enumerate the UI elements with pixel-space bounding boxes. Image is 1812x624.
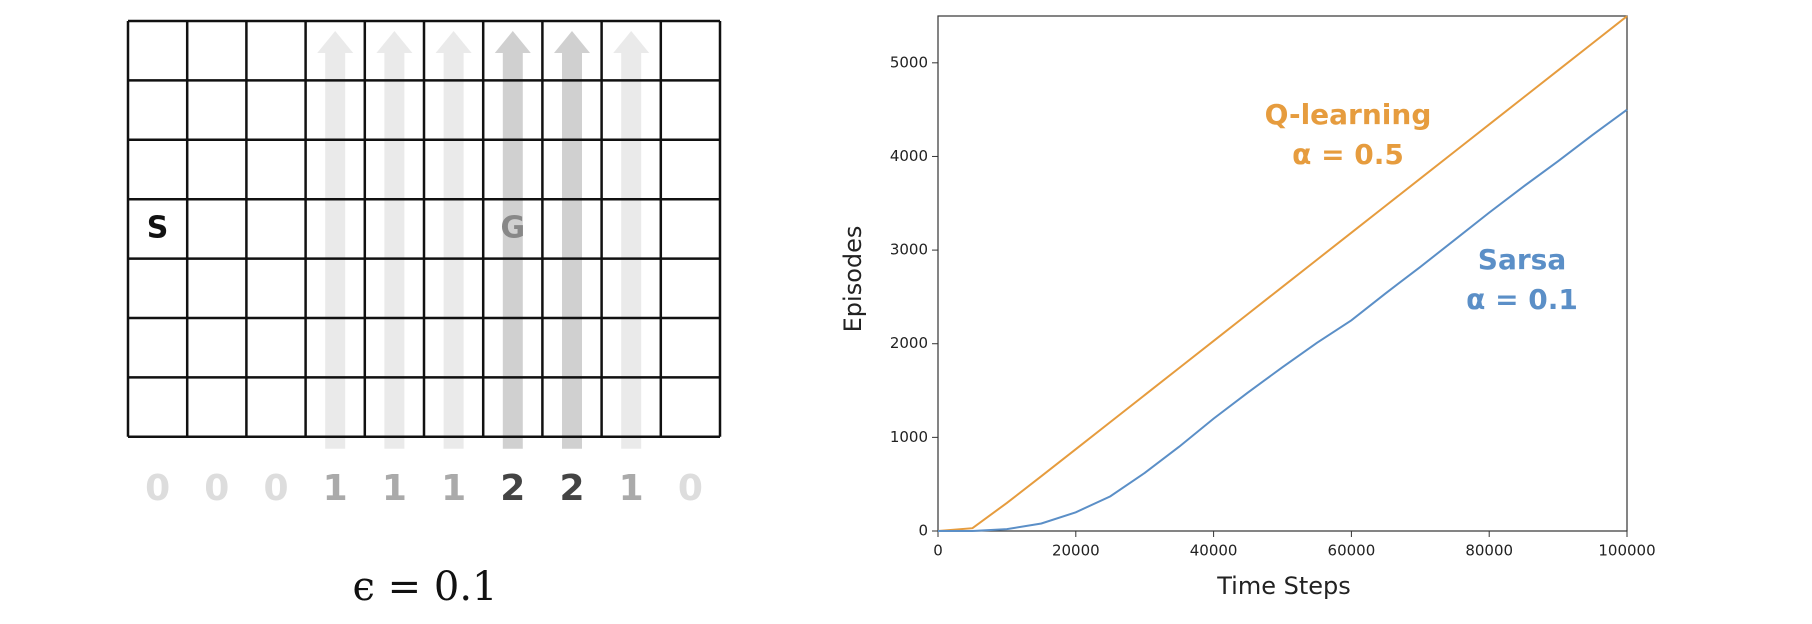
epsilon-label: ϵ = 0.1 bbox=[353, 564, 498, 610]
wind-value: 1 bbox=[382, 468, 407, 509]
x-tick-label: 80000 bbox=[1465, 542, 1513, 560]
wind-arrow bbox=[317, 31, 354, 449]
series-line bbox=[937, 15, 1628, 532]
series-label: Sarsa bbox=[1478, 243, 1566, 276]
wind-value: 2 bbox=[559, 468, 584, 509]
wind-arrow bbox=[613, 31, 650, 449]
x-tick-label: 20000 bbox=[1052, 542, 1100, 560]
wind-arrow bbox=[494, 31, 531, 449]
wind-value: 0 bbox=[678, 468, 703, 509]
x-tick-label: 40000 bbox=[1190, 542, 1238, 560]
wind-arrow bbox=[435, 31, 472, 449]
series-annotation: α = 0.1 bbox=[1466, 283, 1578, 316]
wind-arrow bbox=[376, 31, 413, 449]
y-tick-label: 4000 bbox=[890, 147, 928, 165]
x-tick-label: 60000 bbox=[1328, 542, 1376, 560]
x-tick-label: 0 bbox=[933, 542, 943, 560]
y-axis-label: Episodes bbox=[839, 226, 867, 333]
wind-value: 0 bbox=[263, 468, 288, 509]
wind-value: 2 bbox=[500, 468, 525, 509]
goal-label: G bbox=[500, 210, 525, 245]
wind-value: 1 bbox=[323, 468, 348, 509]
start-label: S bbox=[147, 210, 169, 245]
plot-frame bbox=[937, 15, 1628, 532]
series-line bbox=[938, 108, 1628, 532]
y-tick-label: 2000 bbox=[890, 334, 928, 352]
x-tick-label: 100000 bbox=[1598, 542, 1655, 560]
y-tick-label: 0 bbox=[918, 522, 928, 540]
x-axis-label: Time Steps bbox=[1216, 572, 1351, 600]
y-tick-label: 1000 bbox=[890, 428, 928, 446]
wind-value: 0 bbox=[204, 468, 229, 509]
series-label: Q-learning bbox=[1265, 98, 1432, 131]
wind-value: 1 bbox=[619, 468, 644, 509]
y-tick-label: 3000 bbox=[890, 241, 928, 259]
wind-value: 1 bbox=[441, 468, 466, 509]
series-annotation: α = 0.5 bbox=[1292, 138, 1404, 171]
wind-arrow bbox=[554, 31, 590, 449]
wind-value: 0 bbox=[145, 468, 170, 509]
y-tick-label: 5000 bbox=[890, 53, 928, 71]
